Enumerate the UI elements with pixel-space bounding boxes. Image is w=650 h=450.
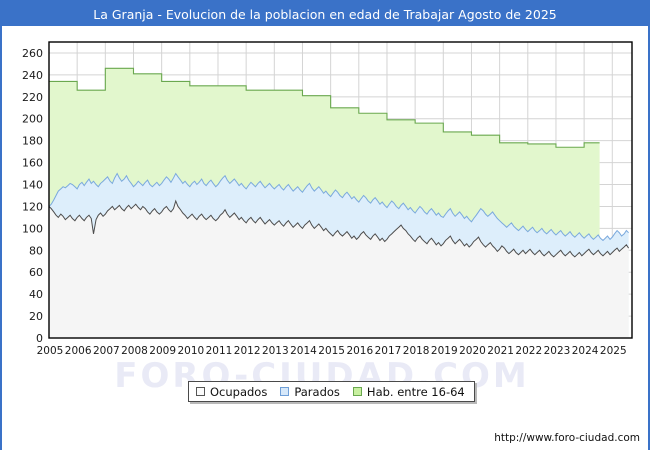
svg-text:2006: 2006 bbox=[65, 345, 92, 357]
svg-text:220: 220 bbox=[22, 91, 43, 104]
svg-text:240: 240 bbox=[22, 69, 43, 82]
svg-text:120: 120 bbox=[22, 200, 43, 213]
svg-text:2015: 2015 bbox=[318, 345, 345, 357]
svg-text:180: 180 bbox=[22, 135, 43, 148]
svg-text:160: 160 bbox=[22, 157, 43, 170]
x-axis-tick-labels: 2005 2006 2007 2008 2009 2010 2011 2012 2013 2014… bbox=[37, 345, 627, 357]
legend-swatch-parados bbox=[280, 387, 290, 396]
svg-text:2024: 2024 bbox=[572, 345, 599, 357]
legend-item-habitantes[interactable]: Hab. entre 16-64 bbox=[352, 384, 465, 399]
legend-label-parados: Parados bbox=[294, 384, 340, 399]
svg-text:40: 40 bbox=[29, 288, 43, 301]
svg-text:2018: 2018 bbox=[403, 345, 430, 357]
chart-canvas: 0 20 40 60 80 100 120 140 160 180 200 220 240 260 200… bbox=[22, 41, 633, 357]
svg-text:260: 260 bbox=[22, 47, 43, 60]
svg-text:20: 20 bbox=[29, 310, 43, 323]
legend-item-ocupados[interactable]: Ocupados bbox=[196, 385, 267, 399]
svg-text:2017: 2017 bbox=[375, 345, 402, 357]
svg-text:2010: 2010 bbox=[177, 345, 204, 357]
svg-text:2025: 2025 bbox=[600, 345, 627, 357]
window-title-bar: La Granja - Evolucion de la poblacion en… bbox=[2, 2, 648, 26]
chart-legend: Ocupados Parados Hab. entre 16-64 bbox=[188, 381, 475, 402]
legend-label-ocupados: Ocupados bbox=[210, 384, 268, 399]
page-title: La Granja - Evolucion de la poblacion en… bbox=[93, 6, 557, 22]
y-axis-tick-labels: 0 20 40 60 80 100 120 140 160 180 200 220 240 260 bbox=[22, 47, 43, 345]
svg-text:2013: 2013 bbox=[262, 345, 289, 357]
source-url: http://www.foro-ciudad.com bbox=[494, 432, 640, 444]
svg-text:2012: 2012 bbox=[234, 345, 261, 357]
legend-label-habitantes: Hab. entre 16-64 bbox=[366, 384, 465, 399]
svg-text:80: 80 bbox=[29, 244, 43, 257]
svg-text:2007: 2007 bbox=[93, 345, 120, 357]
axis-lines bbox=[48, 41, 633, 339]
svg-text:60: 60 bbox=[29, 266, 43, 279]
svg-text:2005: 2005 bbox=[37, 345, 64, 357]
legend-swatch-ocupados bbox=[196, 387, 205, 396]
svg-text:2023: 2023 bbox=[544, 345, 571, 357]
svg-text:140: 140 bbox=[22, 179, 43, 192]
svg-text:0: 0 bbox=[36, 332, 43, 345]
svg-text:2022: 2022 bbox=[515, 345, 542, 357]
series-areas bbox=[48, 67, 630, 339]
svg-text:2021: 2021 bbox=[487, 345, 514, 357]
svg-text:100: 100 bbox=[22, 222, 43, 235]
svg-text:2011: 2011 bbox=[206, 345, 233, 357]
svg-text:2019: 2019 bbox=[431, 345, 458, 357]
svg-text:2016: 2016 bbox=[346, 345, 373, 357]
svg-text:2009: 2009 bbox=[149, 345, 176, 357]
svg-text:200: 200 bbox=[22, 113, 43, 126]
svg-text:2008: 2008 bbox=[121, 345, 148, 357]
svg-text:2020: 2020 bbox=[459, 345, 486, 357]
svg-text:2014: 2014 bbox=[290, 345, 317, 357]
legend-swatch-habitantes bbox=[352, 387, 362, 396]
legend-item-parados[interactable]: Parados bbox=[280, 385, 340, 399]
